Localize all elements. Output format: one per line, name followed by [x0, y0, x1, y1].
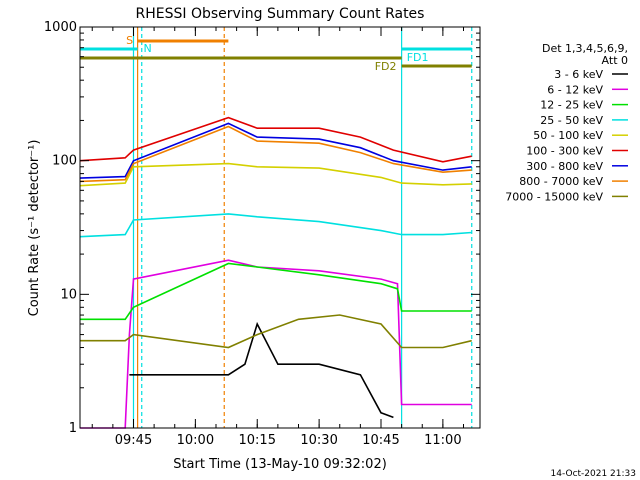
- x-tick-label-4: 10:45: [362, 433, 399, 448]
- annotation-label-n: N: [143, 42, 151, 55]
- x-tick-label-2: 10:15: [239, 433, 276, 448]
- x-tick-label-1: 10:00: [177, 433, 214, 448]
- legend-label-8: 7000 - 15000 keV: [505, 190, 603, 203]
- legend-label-0: 3 - 6 keV: [554, 68, 603, 81]
- x-tick-label-5: 11:00: [424, 433, 461, 448]
- legend-label-6: 300 - 800 keV: [526, 160, 603, 173]
- series-line-25-50-kev: [79, 213, 472, 238]
- series-line-50-100-kev: [79, 162, 472, 187]
- legend-label-7: 800 - 7000 keV: [519, 175, 603, 188]
- y-tick-label-2: 100: [52, 154, 77, 169]
- series-line-12-25-kev: [80, 262, 472, 321]
- plot-area: SN FD1 FD2: [79, 27, 473, 429]
- x-tick-label-3: 10:30: [300, 433, 337, 448]
- legend-label-2: 12 - 25 keV: [540, 99, 603, 112]
- legend-label-5: 100 - 300 keV: [526, 145, 603, 158]
- annotation-label-fd1: FD1: [407, 51, 429, 64]
- plot-frame: [79, 26, 481, 429]
- legend: Det 1,3,4,5,6,9,Att 03 - 6 keV 6 - 12 keV…: [505, 42, 628, 203]
- legend-header-1: Att 0: [602, 54, 628, 67]
- x-tick-label-0: 09:45: [115, 433, 152, 448]
- legend-label-4: 50 - 100 keV: [533, 129, 603, 142]
- series-line-7000-15000-kev: [80, 314, 472, 349]
- series-line-100-300-kev: [79, 116, 472, 163]
- y-tick-label-1: 10: [60, 287, 77, 302]
- y-tick-label-3: 1000: [44, 20, 77, 35]
- series-line-3-6-kev: [129, 321, 394, 419]
- legend-label-1: 6 - 12 keV: [547, 83, 603, 96]
- series-line-300-800-kev: [79, 122, 472, 179]
- series-line-6-12-kev: [80, 259, 472, 429]
- footer-timestamp: 14-Oct-2021 21:33: [551, 469, 636, 479]
- legend-header-0: Det 1,3,4,5,6,9,: [542, 42, 628, 55]
- y-tick-label-0: 1: [69, 421, 77, 436]
- annotation-label-s: S: [126, 34, 133, 47]
- chart-title: RHESSI Observing Summary Count Rates: [136, 6, 425, 22]
- y-axis-label: Count Rate (s⁻¹ detector⁻¹): [27, 140, 42, 317]
- annotation-label-fd2: FD2: [375, 60, 397, 73]
- legend-label-3: 25 - 50 keV: [540, 114, 603, 127]
- x-axis-label: Start Time (13-May-10 09:32:02): [173, 457, 387, 472]
- series-line-800-7000-kev: [79, 125, 472, 183]
- axes: 1 10 100 1000 09:45 10:00 10:15 10:30 10:45 11:00: [44, 20, 481, 448]
